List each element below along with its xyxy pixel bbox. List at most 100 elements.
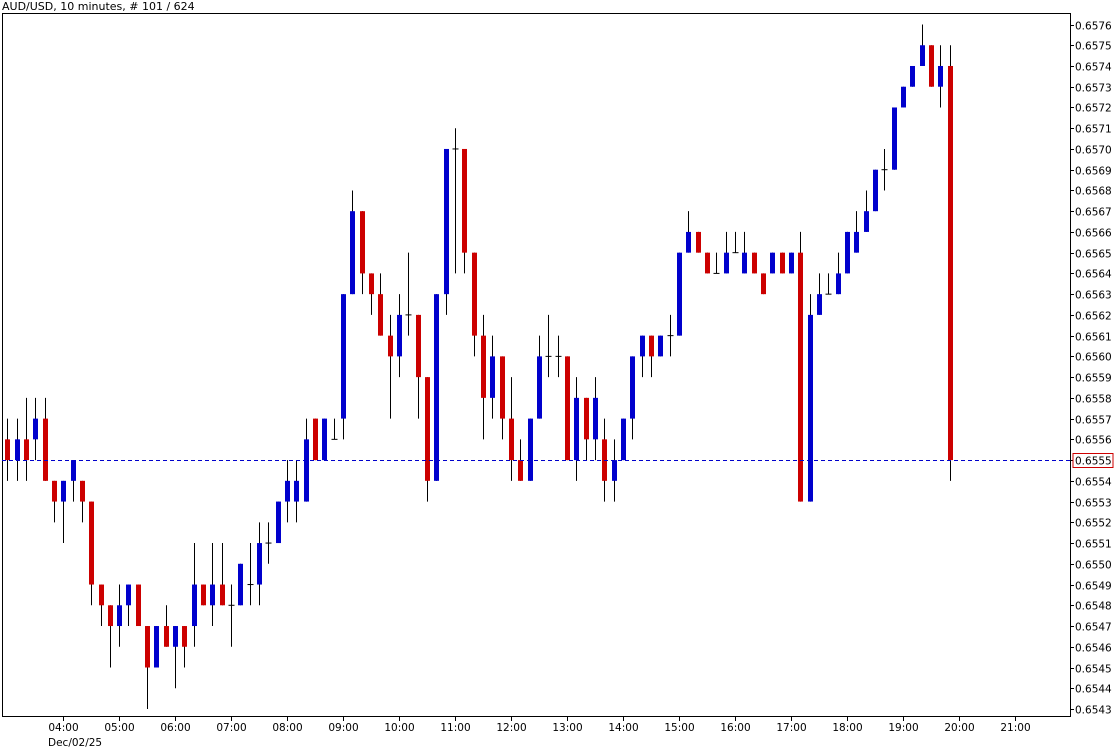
candle (192, 543, 197, 647)
price-tick-label: 0.6548 (1075, 601, 1112, 613)
candle (405, 252, 412, 336)
candle-body (5, 439, 10, 461)
candle-body (509, 418, 514, 461)
candle (761, 273, 766, 295)
current-price-box (1072, 453, 1114, 468)
candle (257, 522, 262, 606)
candle (378, 273, 383, 336)
candle-body (770, 252, 775, 274)
candle-body (658, 335, 663, 357)
candle (574, 377, 579, 481)
candle-body (52, 480, 57, 502)
candle-body (126, 584, 131, 606)
candle-body (220, 584, 225, 606)
candle (705, 252, 710, 274)
candle (500, 356, 505, 440)
candle (108, 605, 113, 668)
candle (126, 584, 131, 627)
candle (5, 418, 10, 481)
chart-title: AUD/USD, 10 minutes, # 101 / 624 (2, 0, 195, 13)
candle-body (117, 605, 122, 627)
candle-body (854, 231, 859, 253)
price-tick-label: 0.6549 (1075, 581, 1112, 593)
time-tick-label: 07:00 (216, 722, 246, 734)
time-tick-label: 05:00 (104, 722, 134, 734)
candle-body (640, 335, 645, 357)
candle (732, 231, 739, 254)
candle-body (798, 252, 803, 502)
candle-body (257, 543, 262, 585)
candle (294, 460, 299, 523)
price-tick-label: 0.6558 (1075, 394, 1112, 406)
candle (658, 335, 663, 357)
price-tick-label: 0.6554 (1075, 477, 1112, 489)
candle (686, 211, 691, 253)
candle-body (388, 335, 393, 357)
time-tick-label: 13:00 (552, 722, 582, 734)
candle-body (341, 294, 346, 419)
candle-body (752, 252, 757, 274)
candle-body (742, 252, 747, 274)
candle-body (164, 626, 169, 647)
price-tick-label: 0.6545 (1075, 664, 1112, 676)
candle (565, 356, 570, 461)
plot-border (2, 13, 1071, 717)
candle-body (490, 356, 495, 398)
candle-body (145, 626, 150, 668)
candle (713, 252, 720, 274)
candle-body (630, 356, 635, 419)
price-tick-label: 0.6571 (1075, 124, 1112, 136)
candle (444, 148, 449, 315)
candle-body (71, 460, 76, 481)
candle (640, 335, 645, 378)
candle (920, 24, 925, 66)
candle-body (761, 273, 766, 295)
candle (873, 169, 878, 212)
candle-body (621, 418, 626, 461)
price-tick-label: 0.6547 (1075, 622, 1112, 634)
candle-body (43, 418, 48, 481)
candle-body (920, 45, 925, 66)
price-tick-label: 0.6550 (1075, 560, 1112, 572)
price-axis: 0.6543 0.6544 0.6545 0.6546 0.6547 0.6548 0.65… (1070, 21, 1112, 717)
price-tick-label: 0.6557 (1075, 415, 1112, 427)
time-tick-label: 14:00 (608, 722, 638, 734)
current-price-label: 0.6555 (1075, 456, 1112, 468)
candle (238, 563, 243, 606)
candle-body (593, 397, 598, 440)
candle (117, 584, 122, 647)
candle-body (173, 626, 178, 647)
candle (881, 148, 888, 191)
candle (182, 626, 187, 668)
candle-body (425, 377, 430, 481)
candle-body (528, 418, 533, 481)
candle-body (434, 294, 439, 481)
candle-body (948, 65, 953, 461)
candle (621, 418, 626, 461)
candle (210, 543, 215, 627)
date-label: Dec/02/25 (48, 737, 102, 748)
candle-body (285, 480, 290, 502)
candle (528, 418, 533, 481)
time-axis: 04:00 05:00 06:00 07:00 08:00 09:00 10:00 11:00… (48, 716, 1031, 748)
candle-body (182, 626, 187, 647)
price-tick-label: 0.6569 (1075, 166, 1112, 178)
candle-body (649, 335, 654, 357)
candle-body (80, 480, 85, 502)
candle-body (108, 605, 113, 627)
candle-body (444, 148, 449, 295)
price-tick-label: 0.6570 (1075, 145, 1112, 157)
price-tick-label: 0.6566 (1075, 228, 1112, 240)
candle-body (724, 252, 729, 274)
price-tick-label: 0.6553 (1075, 498, 1112, 510)
candle-body (350, 211, 355, 295)
candle-body (845, 231, 850, 274)
candle (145, 626, 150, 709)
candle (164, 605, 169, 647)
candle-body (518, 460, 523, 481)
price-tick-label: 0.6575 (1075, 41, 1112, 53)
candle (265, 522, 272, 564)
price-tick-label: 0.6561 (1075, 332, 1112, 344)
price-tick-label: 0.6573 (1075, 83, 1112, 95)
